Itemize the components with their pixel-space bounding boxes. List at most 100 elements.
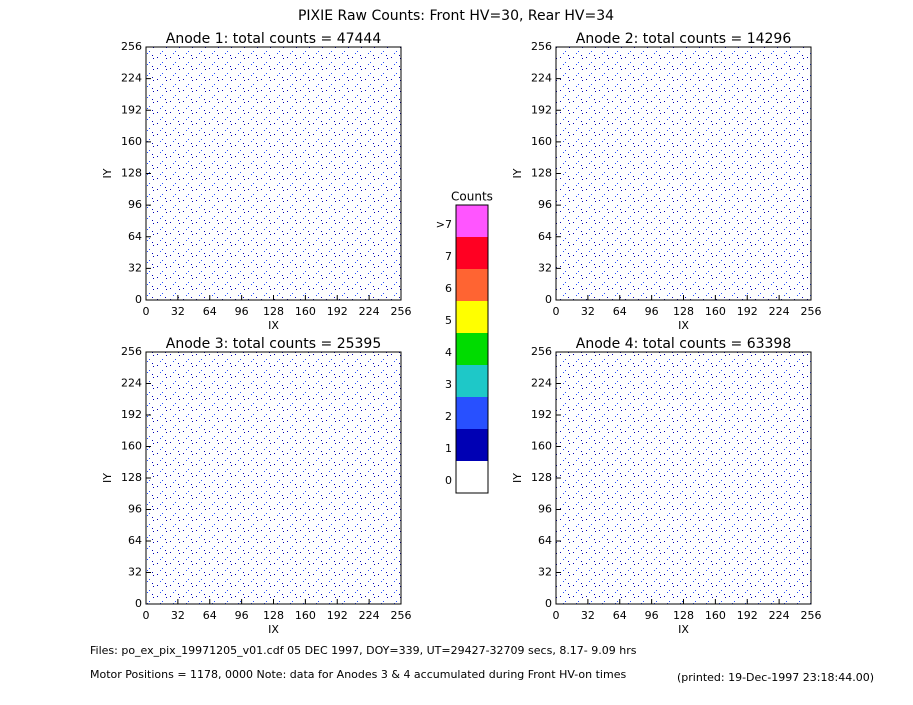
footer-motor: Motor Positions = 1178, 0000 Note: data …: [90, 668, 626, 681]
colorbar-label: 7: [445, 250, 452, 263]
colorbar-swatch: [456, 461, 488, 493]
x-axis-label: IX: [678, 319, 689, 332]
y-tick-label: 96: [128, 198, 142, 211]
x-tick-label: 0: [553, 305, 560, 318]
x-tick-label: 128: [263, 305, 284, 318]
x-tick-label: 192: [327, 305, 348, 318]
y-tick-label: 256: [121, 40, 142, 53]
plot-area: [145, 46, 402, 301]
panel-title: Anode 3: total counts = 25395: [166, 336, 381, 352]
x-tick-label: 128: [673, 305, 694, 318]
x-tick-label: 64: [203, 305, 217, 318]
panel-title: Anode 4: total counts = 63398: [576, 336, 791, 352]
y-tick-label: 160: [121, 440, 142, 453]
colorbar-label: 3: [445, 378, 452, 391]
figure-title: PIXIE Raw Counts: Front HV=30, Rear HV=3…: [298, 8, 614, 24]
y-tick-label: 32: [538, 261, 552, 274]
y-tick-label: 224: [531, 72, 552, 85]
y-tick-label: 256: [121, 345, 142, 358]
y-tick-label: 96: [538, 503, 552, 516]
x-tick-label: 224: [359, 609, 380, 622]
colorbar-swatch: [456, 365, 488, 397]
x-tick-label: 32: [171, 305, 185, 318]
x-tick-label: 0: [143, 305, 150, 318]
footer-files: Files: po_ex_pix_19971205_v01.cdf 05 DEC…: [90, 644, 637, 657]
x-tick-label: 160: [705, 609, 726, 622]
x-axis-label: IX: [678, 623, 689, 636]
y-tick-label: 64: [128, 534, 142, 547]
colorbar-title: Counts: [451, 190, 493, 204]
x-tick-label: 160: [705, 305, 726, 318]
y-tick-label: 224: [121, 377, 142, 390]
x-tick-label: 256: [391, 609, 412, 622]
x-tick-label: 128: [673, 609, 694, 622]
x-tick-label: 224: [769, 609, 790, 622]
x-tick-label: 256: [801, 609, 822, 622]
colorbar-label: 6: [445, 282, 452, 295]
colorbar-label: 0: [445, 474, 452, 487]
y-tick-label: 160: [531, 440, 552, 453]
y-tick-label: 192: [531, 408, 552, 421]
y-tick-label: 160: [121, 135, 142, 148]
x-tick-label: 192: [327, 609, 348, 622]
y-tick-label: 224: [121, 72, 142, 85]
x-tick-label: 160: [295, 305, 316, 318]
y-tick-label: 64: [128, 230, 142, 243]
y-tick-label: 0: [135, 597, 142, 610]
x-tick-label: 160: [295, 609, 316, 622]
colorbar-label: 4: [445, 346, 452, 359]
x-tick-label: 96: [645, 609, 659, 622]
y-tick-label: 128: [121, 471, 142, 484]
panel-title: Anode 2: total counts = 14296: [576, 31, 792, 47]
y-tick-label: 32: [128, 261, 142, 274]
colorbar-label: 5: [445, 314, 452, 327]
x-tick-label: 0: [143, 609, 150, 622]
colorbar-swatch: [456, 429, 488, 461]
x-tick-label: 224: [769, 305, 790, 318]
plot-area: [555, 351, 812, 605]
y-tick-label: 128: [121, 167, 142, 180]
colorbar-swatch: [456, 397, 488, 429]
colorbar-swatch: [456, 237, 488, 269]
y-tick-label: 192: [121, 408, 142, 421]
y-tick-label: 192: [531, 103, 552, 116]
panel-title: Anode 1: total counts = 47444: [166, 31, 382, 47]
y-tick-label: 224: [531, 377, 552, 390]
y-axis-label: IY: [511, 473, 524, 483]
x-tick-label: 96: [645, 305, 659, 318]
y-tick-label: 32: [538, 566, 552, 579]
x-axis-label: IX: [268, 623, 279, 636]
colorbar-swatch: [456, 205, 488, 237]
y-axis-label: IY: [511, 168, 524, 178]
x-tick-label: 64: [613, 305, 627, 318]
x-tick-label: 64: [203, 609, 217, 622]
y-tick-label: 0: [135, 293, 142, 306]
x-axis-label: IX: [268, 319, 279, 332]
x-tick-label: 192: [737, 305, 758, 318]
y-tick-label: 96: [538, 198, 552, 211]
x-tick-label: 128: [263, 609, 284, 622]
y-tick-label: 128: [531, 167, 552, 180]
y-tick-label: 256: [531, 345, 552, 358]
y-tick-label: 256: [531, 40, 552, 53]
x-tick-label: 32: [581, 609, 595, 622]
y-tick-label: 32: [128, 566, 142, 579]
colorbar-label: >7: [436, 218, 452, 231]
y-axis-label: IY: [101, 168, 114, 178]
colorbar-swatch: [456, 333, 488, 365]
x-tick-label: 256: [391, 305, 412, 318]
y-tick-label: 160: [531, 135, 552, 148]
x-tick-label: 64: [613, 609, 627, 622]
footer-printed: (printed: 19-Dec-1997 23:18:44.00): [677, 671, 874, 684]
plot-area: [145, 351, 402, 605]
colorbar-label: 2: [445, 410, 452, 423]
y-tick-label: 64: [538, 534, 552, 547]
x-tick-label: 96: [235, 609, 249, 622]
plot-area: [555, 46, 812, 301]
x-tick-label: 32: [171, 609, 185, 622]
colorbar-label: 1: [445, 442, 452, 455]
y-tick-label: 64: [538, 230, 552, 243]
x-tick-label: 192: [737, 609, 758, 622]
